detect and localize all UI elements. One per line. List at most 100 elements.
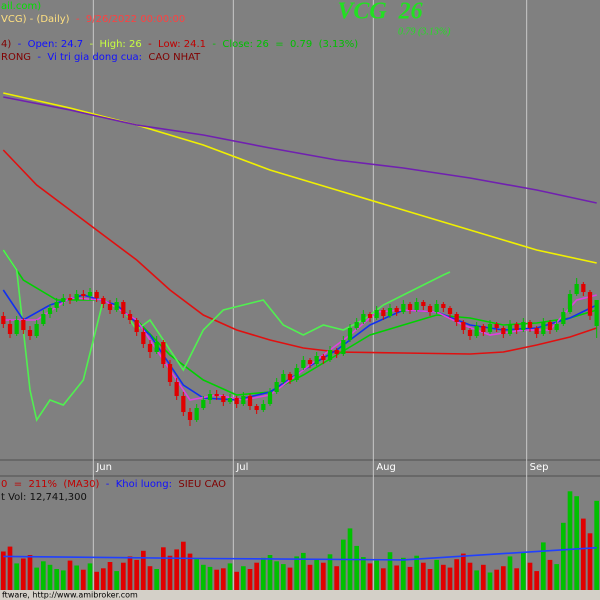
- candle-body: [454, 314, 459, 322]
- volume-bar: [281, 564, 286, 590]
- volume-bar: [441, 564, 446, 590]
- volume-bar: [574, 496, 579, 590]
- volume-bar: [61, 570, 66, 590]
- candle-body: [161, 342, 166, 364]
- candle-body: [381, 310, 386, 316]
- volume-bar: [101, 568, 106, 590]
- volume-average-line: [3, 546, 597, 561]
- candle-body: [21, 320, 26, 330]
- indicator-line: [3, 92, 597, 264]
- candle-body: [101, 298, 106, 304]
- volume-bar: [334, 566, 339, 590]
- candle-body: [394, 308, 399, 312]
- candle-body: [221, 396, 226, 402]
- candle-body: [541, 322, 546, 334]
- candle-body: [294, 368, 299, 380]
- volume-bar: [501, 566, 506, 590]
- candle-body: [301, 360, 306, 368]
- volume-bar: [467, 562, 473, 590]
- volume-bar: [234, 571, 239, 590]
- volume-bar: [414, 555, 419, 590]
- candle-body: [127, 314, 133, 320]
- candle-body: [181, 396, 186, 412]
- volume-bar: [221, 568, 226, 590]
- candle-body: [461, 322, 466, 330]
- candle-body: [547, 322, 553, 330]
- candle-body: [421, 302, 426, 306]
- candle-body: [334, 350, 339, 354]
- candle-body: [361, 314, 366, 322]
- volume-bar: [314, 559, 319, 590]
- volume-bar: [427, 569, 433, 590]
- candle-body: [534, 328, 539, 334]
- volume-bar: [474, 570, 479, 590]
- candle-body: [121, 302, 126, 314]
- labels: VCG 26 0.79 (3.13%) ftware, http://www.a…: [1, 0, 549, 600]
- volume-bar: [321, 562, 326, 590]
- header-text: t Vol: 12,741,300: [1, 492, 87, 503]
- candle-body: [67, 298, 73, 300]
- volume-bar: [287, 567, 293, 590]
- volume-bar: [254, 562, 259, 590]
- header-text: - Low: 24.1: [142, 39, 206, 50]
- candle-body: [227, 398, 233, 402]
- volume-bar: [327, 554, 333, 590]
- candle-body: [41, 314, 46, 324]
- volume-bar: [514, 568, 519, 590]
- volume-bar: [294, 556, 299, 590]
- volume-bar: [581, 518, 586, 590]
- volume-bar: [134, 559, 139, 590]
- candle-body: [554, 324, 559, 330]
- candle-body: [347, 328, 353, 340]
- indicator-line: [2, 289, 598, 401]
- candle-body: [574, 284, 579, 294]
- header-text: - Vi tri gia dong cua:: [31, 52, 142, 63]
- volume-bar: [407, 566, 413, 590]
- candle-body: [374, 310, 379, 318]
- volume-bar: [434, 559, 439, 590]
- volume-bar: [381, 568, 386, 590]
- header-line: t Vol: 12,741,300: [1, 492, 87, 503]
- candle-body: [234, 398, 239, 404]
- volume-bar: [167, 555, 173, 590]
- plot: [1, 92, 599, 590]
- candle-body: [27, 330, 33, 336]
- x-tick-label: Jul: [235, 462, 248, 473]
- candle-body: [307, 360, 313, 364]
- volume-bar: [181, 541, 186, 590]
- volume-bar: [227, 563, 233, 590]
- candle-body: [134, 320, 139, 332]
- volume-bar: [401, 557, 406, 590]
- volume-bar: [241, 566, 246, 590]
- footer-bar: [0, 590, 600, 600]
- volume-bar: [261, 557, 266, 590]
- header-text: - Khoi luong:: [99, 479, 172, 490]
- candle-body: [61, 298, 66, 302]
- volume-bar: [127, 556, 133, 590]
- candle-body: [487, 324, 493, 332]
- candle-body: [287, 374, 293, 380]
- candle-body: [561, 312, 566, 324]
- candle-body: [74, 294, 79, 300]
- volume-bar: [174, 549, 179, 590]
- header-line: VCG) - (Daily) - 9/26/2022 00:00:00: [1, 14, 185, 25]
- candle-body: [581, 284, 586, 292]
- candle-body: [447, 308, 453, 314]
- volume-bar: [141, 550, 146, 590]
- x-tick-label: Aug: [376, 462, 396, 473]
- candle-body: [261, 404, 266, 410]
- candle-body: [314, 356, 319, 364]
- candle-body: [94, 292, 99, 298]
- candle-body: [34, 324, 39, 336]
- volume-bar: [387, 552, 393, 590]
- candle-body: [154, 342, 159, 352]
- candle-body: [521, 322, 526, 330]
- volume-bar: [27, 555, 33, 590]
- volume-bar: [121, 562, 126, 590]
- volume-bar: [187, 553, 193, 590]
- volume-bar: [267, 555, 273, 590]
- volume-bar: [207, 566, 213, 590]
- volume-bar: [67, 560, 73, 590]
